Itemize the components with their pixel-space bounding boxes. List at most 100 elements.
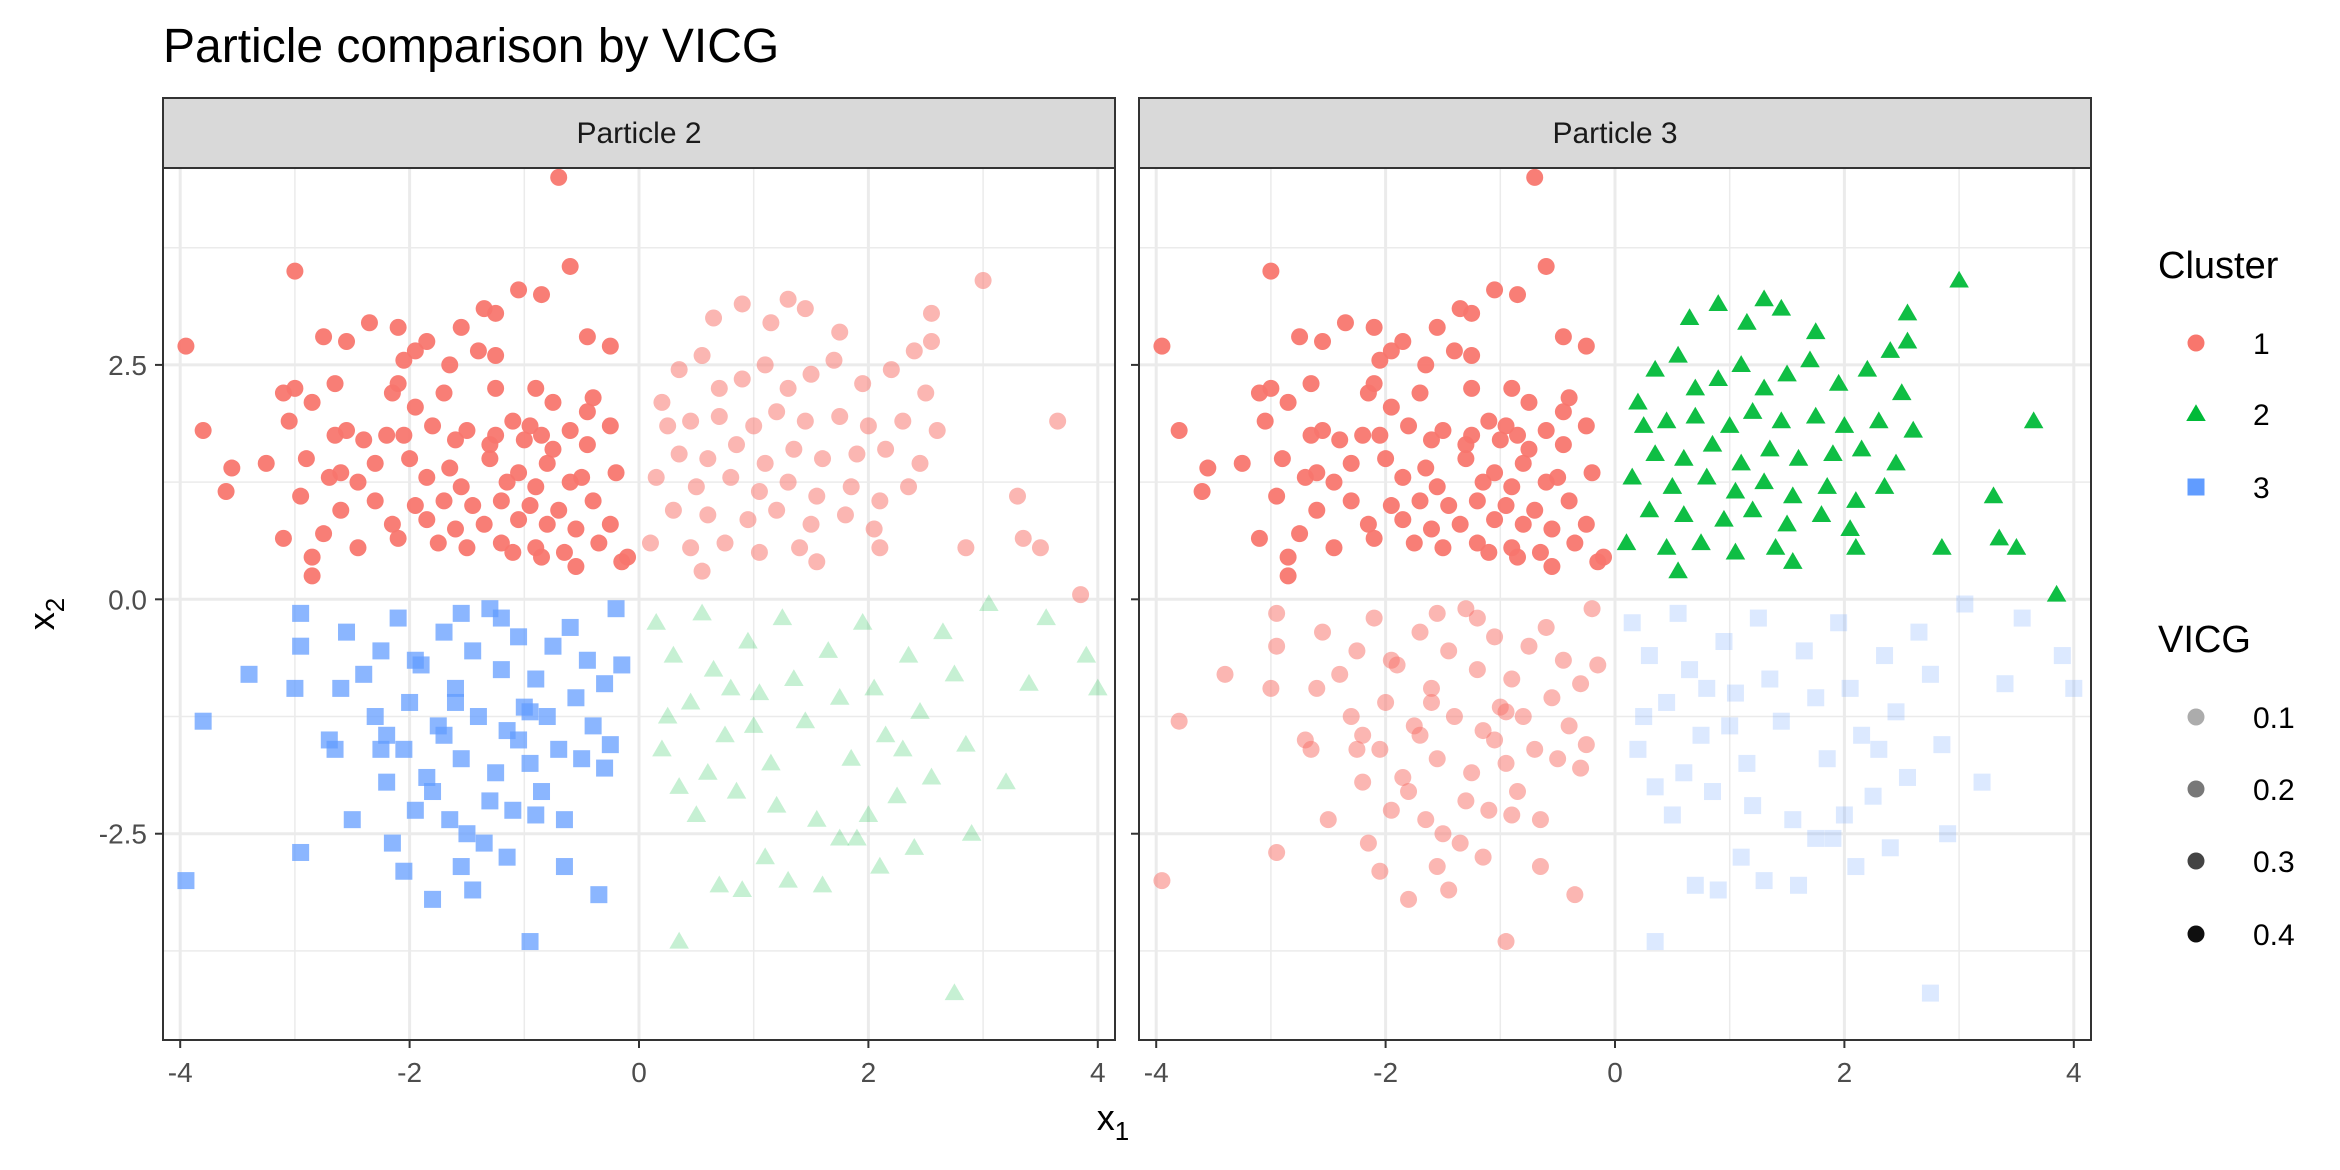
point-cluster-1: [378, 426, 396, 444]
point-cluster-1: [452, 478, 470, 496]
point-cluster-1: [366, 454, 384, 472]
point-cluster-2: [1685, 378, 1706, 396]
point-cluster-1: [900, 478, 918, 496]
point-cluster-1: [1394, 511, 1412, 529]
point-cluster-2: [1668, 345, 1688, 363]
point-cluster-2: [921, 767, 942, 785]
point-cluster-2: [829, 687, 850, 705]
point-cluster-1: [1572, 759, 1590, 777]
point-cluster-3: [1807, 689, 1825, 707]
x-tick-label: 0: [631, 1057, 647, 1088]
point-cluster-1: [1554, 651, 1572, 669]
point-cluster-1: [756, 356, 774, 374]
point-cluster-1: [1009, 487, 1027, 505]
point-cluster-3: [1663, 806, 1681, 824]
point-cluster-1: [481, 450, 499, 468]
point-cluster-1: [733, 295, 751, 313]
point-cluster-2: [1691, 533, 1711, 551]
point-cluster-3: [1841, 679, 1859, 697]
point-cluster-2: [996, 772, 1016, 790]
point-cluster-2: [1783, 552, 1803, 569]
point-cluster-2: [663, 645, 684, 663]
point-cluster-1: [1457, 450, 1475, 468]
point-cluster-1: [1549, 750, 1567, 768]
point-cluster-2: [1725, 481, 1746, 499]
point-cluster-3: [372, 740, 390, 758]
point-cluster-1: [1537, 422, 1555, 440]
point-cluster-3: [2065, 679, 2083, 697]
point-cluster-2: [1076, 645, 1097, 663]
point-cluster-1: [458, 539, 476, 557]
point-cluster-1: [177, 337, 195, 355]
point-cluster-1: [1411, 726, 1429, 744]
point-cluster-1: [917, 384, 935, 402]
point-cluster-1: [521, 497, 539, 515]
point-cluster-2: [1811, 505, 1832, 522]
point-cluster-2: [755, 847, 775, 865]
point-cluster-3: [240, 665, 258, 683]
point-cluster-2: [686, 805, 707, 823]
point-cluster-1: [1199, 459, 1217, 477]
point-cluster-1: [831, 407, 849, 425]
point-cluster-3: [538, 708, 556, 726]
point-cluster-1: [808, 487, 826, 505]
point-cluster-1: [1031, 539, 1049, 557]
point-cluster-3: [292, 637, 310, 655]
point-cluster-2: [784, 669, 804, 687]
point-cluster-1: [389, 318, 407, 336]
point-cluster-1: [670, 361, 688, 379]
point-cluster-1: [1440, 881, 1458, 899]
point-cluster-1: [1589, 656, 1607, 674]
strip-background: [1138, 97, 2092, 169]
point-cluster-3: [1864, 787, 1882, 805]
point-cluster-1: [1560, 717, 1578, 735]
point-cluster-1: [355, 431, 373, 449]
point-cluster-3: [389, 609, 407, 627]
point-cluster-1: [1445, 708, 1463, 726]
point-cluster-2: [1674, 448, 1694, 466]
point-cluster-2: [669, 777, 689, 794]
point-cluster-2: [847, 828, 867, 846]
x-axis-label-text: x1: [1097, 1097, 1129, 1146]
point-cluster-2: [1760, 439, 1780, 457]
point-cluster-3: [1921, 984, 1939, 1002]
point-cluster-2: [1036, 608, 1056, 626]
point-cluster-1: [292, 487, 310, 505]
point-cluster-2: [1886, 453, 1906, 471]
point-cluster-1: [693, 562, 711, 580]
point-cluster-1: [406, 342, 424, 360]
point-cluster-2: [1754, 472, 1774, 490]
legend-vicg-title: VICG: [2158, 619, 2251, 661]
point-cluster-3: [320, 731, 338, 749]
point-cluster-1: [808, 553, 826, 571]
point-cluster-2: [893, 739, 913, 757]
point-cluster-1: [750, 482, 768, 500]
point-cluster-2: [1771, 298, 1792, 316]
point-cluster-2: [2046, 584, 2067, 602]
point-cluster-2: [898, 645, 919, 663]
point-cluster-3: [395, 740, 413, 758]
point-cluster-3: [596, 759, 614, 777]
point-cluster-2: [698, 762, 718, 780]
point-cluster-3: [1956, 595, 1974, 613]
point-cluster-1: [1296, 731, 1314, 749]
point-cluster-1: [584, 492, 602, 510]
point-cluster-2: [1783, 486, 1803, 504]
point-cluster-1: [601, 515, 619, 533]
point-cluster-1: [1566, 534, 1584, 552]
point-cluster-1: [1216, 665, 1234, 683]
point-cluster-1: [578, 328, 596, 346]
data-points: [177, 168, 1108, 1001]
point-cluster-1: [217, 482, 235, 500]
point-cluster-1: [710, 379, 728, 397]
point-cluster-1: [1428, 478, 1446, 496]
point-cluster-1: [733, 370, 751, 388]
point-cluster-1: [1422, 431, 1440, 449]
point-cluster-1: [475, 515, 493, 533]
point-cluster-1: [1526, 501, 1544, 519]
point-cluster-1: [1273, 450, 1291, 468]
point-cluster-1: [1537, 257, 1555, 275]
point-cluster-2: [1708, 294, 1729, 311]
point-cluster-2: [944, 983, 965, 1001]
point-cluster-1: [1405, 534, 1423, 552]
